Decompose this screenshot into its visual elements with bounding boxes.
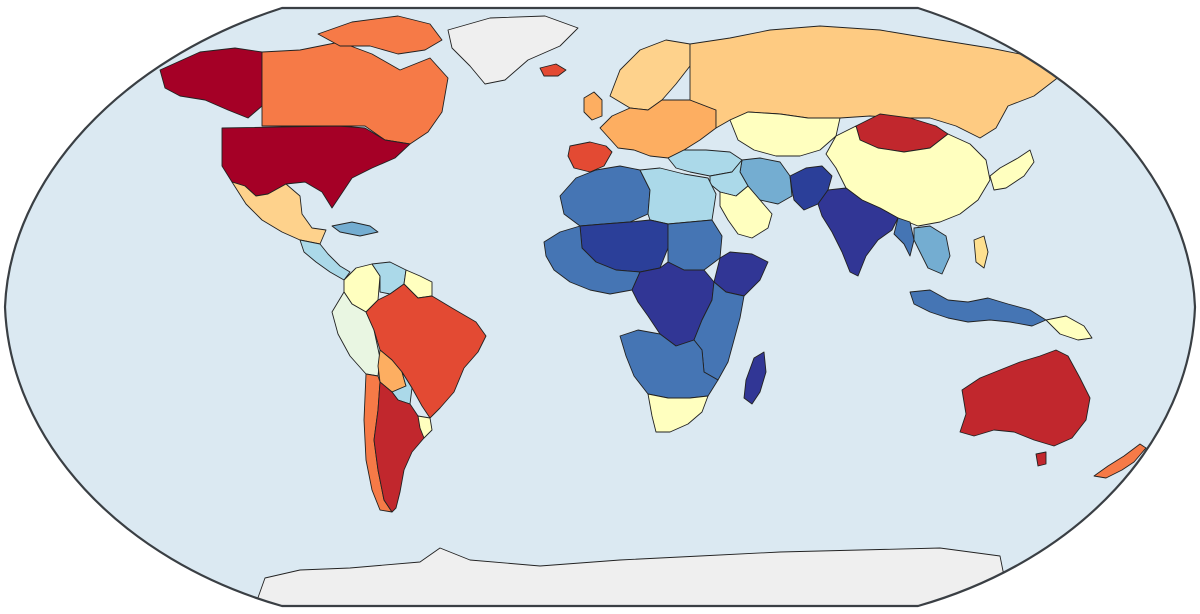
antarctica[interactable] [254,547,1011,606]
tasmania[interactable] [1035,451,1047,467]
central-america[interactable] [299,239,351,281]
iceland[interactable] [539,63,567,77]
argentina[interactable] [373,381,431,513]
australia[interactable] [959,349,1091,447]
madagascar[interactable] [743,351,767,405]
southeast-asia[interactable] [913,225,951,275]
map-frame [3,6,1197,608]
canadian-arctic-islands[interactable] [317,15,443,55]
myanmar[interactable] [893,217,915,257]
arabian-peninsula[interactable] [719,185,773,239]
mexico[interactable] [231,181,327,245]
sudan[interactable] [667,219,723,271]
southern-africa[interactable] [619,329,719,399]
iberia[interactable] [567,141,613,173]
new-zealand[interactable] [1093,443,1147,479]
japan-korea[interactable] [989,149,1035,191]
russia[interactable] [689,25,1061,139]
uk[interactable] [583,91,603,121]
south-africa[interactable] [647,393,709,433]
philippines[interactable] [973,235,989,269]
kazakhstan[interactable] [729,111,841,157]
indonesia[interactable] [909,289,1047,327]
greenland[interactable] [447,15,579,85]
alaska[interactable] [159,47,263,119]
india[interactable] [817,187,899,277]
caribbean[interactable] [331,221,379,237]
papua-new-guinea[interactable] [1045,315,1093,341]
canada[interactable] [261,41,449,145]
uruguay[interactable] [417,415,433,439]
